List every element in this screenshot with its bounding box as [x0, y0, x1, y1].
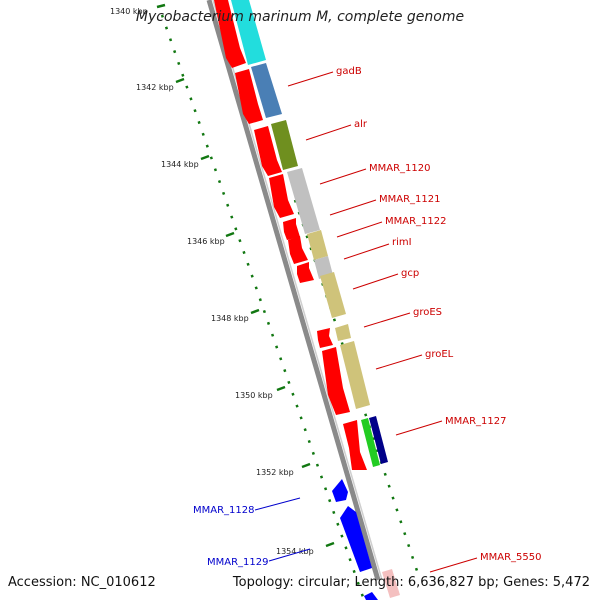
gene-label-MMAR-1121: MMAR_1121: [379, 194, 441, 205]
gene-arrow-0: [214, 0, 246, 68]
label-leaders: [254, 71, 478, 573]
accession-text: Accession: NC_010612: [8, 575, 156, 590]
gene-label-groEL: groEL: [425, 349, 454, 360]
gene-label-alr: alr: [354, 119, 368, 130]
gene-label-gcp: gcp: [401, 268, 419, 279]
gene-arrow-2: [254, 126, 282, 176]
annotation-bars: [231, 0, 400, 598]
tick-label-1350: 1350 kbp: [235, 391, 273, 400]
annotation-bar-green: [361, 418, 380, 467]
tick-label-1354: 1354 kbp: [276, 547, 314, 556]
annotation-bar-cyan: [231, 0, 266, 65]
tick-label-1352: 1352 kbp: [256, 468, 294, 477]
annotation-bar-khaki-4: [340, 341, 370, 409]
tick-label-1340: 1340 kbp: [110, 7, 148, 16]
gene-arrow-7: [317, 328, 333, 348]
genome-summary-text: Topology: circular; Length: 6,636,827 bp…: [232, 575, 590, 590]
gene-arrow-5: [288, 236, 308, 264]
gene-arrow-reverse-2: [364, 592, 378, 600]
annotation-bar-pink: [382, 569, 400, 598]
tick-label-1344: 1344 kbp: [161, 160, 199, 169]
tick-label-1348: 1348 kbp: [211, 314, 249, 323]
annotation-bar-khaki-2: [320, 272, 346, 318]
annotation-bar-navy: [369, 416, 388, 464]
map-title: Mycobacterium marinum M, complete genome: [135, 9, 465, 25]
annotation-bar-khaki-3: [335, 324, 351, 341]
tick-label-1342: 1342 kbp: [136, 83, 174, 92]
gene-label-MMAR-5550: MMAR_5550: [480, 552, 542, 563]
gene-label-MMAR-1127: MMAR_1127: [445, 416, 507, 427]
annotation-bar-khaki-1: [307, 230, 328, 260]
gene-arrow-4: [283, 218, 300, 240]
gene-label-gadB: gadB: [336, 66, 362, 77]
genome-backbone: [206, 0, 381, 581]
gene-arrow-1: [235, 69, 263, 124]
gene-label-MMAR-1122: MMAR_1122: [385, 216, 447, 227]
annotation-bar-olive: [271, 120, 298, 170]
annotation-bar-steelblue: [251, 63, 282, 118]
gene-label-MMAR-1120: MMAR_1120: [369, 163, 431, 174]
gene-arrow-6: [297, 262, 314, 283]
gene-arrow-reverse-0: [332, 479, 348, 502]
gene-label-MMAR-1129: MMAR_1129: [207, 557, 269, 568]
forward-gene-arrows: [214, 0, 367, 470]
ruler-major-ticks: [156, 3, 335, 548]
tick-label-1346: 1346 kbp: [187, 237, 225, 246]
gene-label-groES: groES: [413, 307, 442, 318]
gene-label-MMAR-1128: MMAR_1128: [193, 505, 255, 516]
gene-arrow-9: [343, 420, 367, 470]
gene-arrow-3: [269, 174, 294, 218]
annotation-bar-gray: [287, 168, 320, 234]
reverse-gene-arrows: [332, 479, 378, 600]
annotation-bar-gray-2: [314, 256, 333, 279]
gene-arrow-reverse-1: [340, 506, 372, 572]
gene-arrow-8: [322, 347, 350, 415]
gene-label-rimI: rimI: [392, 237, 412, 248]
